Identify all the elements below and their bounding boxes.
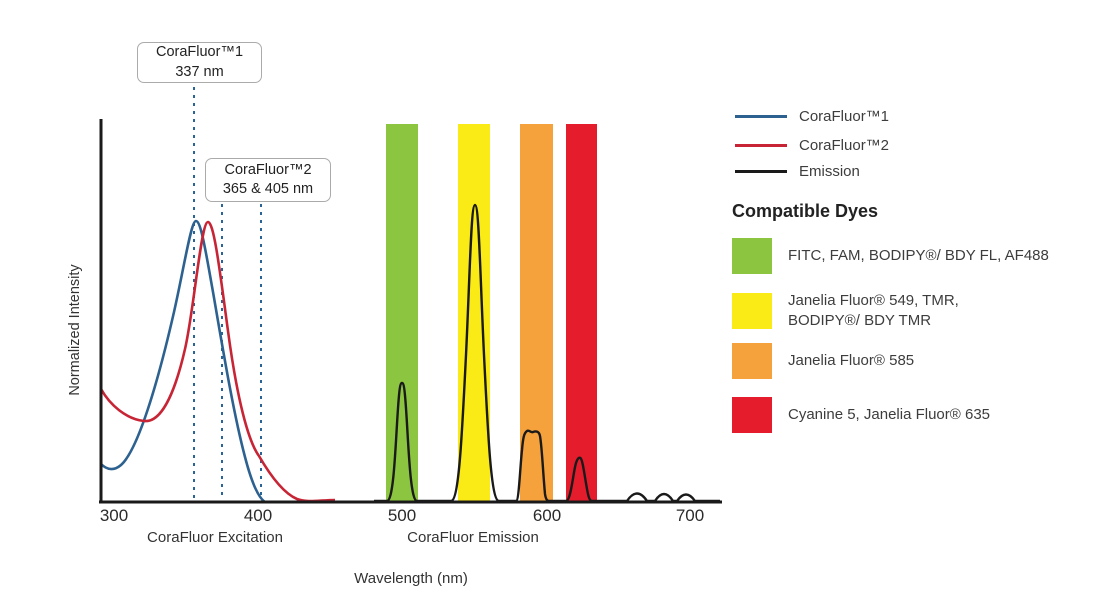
- dye-label-yellow: Janelia Fluor® 549, TMR, BODIPY®/ BDY TM…: [788, 292, 959, 329]
- dye-row-orange: Janelia Fluor® 585: [732, 343, 1108, 379]
- legend-item-corafluor1: CoraFluor™1: [735, 108, 889, 125]
- filter-band-green: [386, 124, 418, 501]
- y-axis-label: Normalized Intensity: [67, 264, 83, 396]
- corafluor1-line-swatch: [735, 115, 787, 118]
- callout-corafluor1: CoraFluor™1 337 nm: [137, 42, 262, 83]
- dye-row-green: FITC, FAM, BODIPY®/ BDY FL, AF488: [732, 238, 1108, 274]
- corafluor2-excitation-curve: [99, 220, 336, 503]
- x-tick-600: 600: [532, 506, 562, 525]
- emission-curve: [374, 203, 720, 503]
- filter-band-orange: [520, 124, 553, 501]
- x-axis-label: Wavelength (nm): [354, 570, 468, 587]
- x-tick-500: 500: [387, 506, 417, 525]
- x-tick-400: 400: [243, 506, 273, 525]
- corafluor2-line-swatch: [735, 144, 787, 147]
- legend-label-corafluor2: CoraFluor™2: [799, 137, 890, 154]
- dye-label-red: Cyanine 5, Janelia Fluor® 635: [788, 406, 991, 424]
- dye-row-red: Cyanine 5, Janelia Fluor® 635: [732, 397, 1108, 433]
- x-tick-300: 300: [99, 506, 129, 525]
- emission-line-swatch: [735, 170, 787, 173]
- callout-corafluor2-wavelength: 365 & 405 nm: [222, 181, 314, 197]
- dye-row-yellow: Janelia Fluor® 549, TMR, BODIPY®/ BDY TM…: [732, 291, 1108, 330]
- legend-label-corafluor1: CoraFluor™1: [799, 108, 890, 125]
- callout-corafluor1-wavelength: 337 nm: [175, 63, 224, 80]
- excitation-caption: CoraFluor Excitation: [147, 529, 283, 546]
- emission-caption: CoraFluor Emission: [407, 529, 539, 546]
- orange-filter-swatch: [732, 343, 772, 379]
- corafluor1-excitation-curve: [100, 219, 266, 504]
- legend-item-emission: Emission: [735, 163, 860, 180]
- callout-corafluor2-title: CoraFluor™2: [224, 161, 312, 178]
- red-filter-swatch: [732, 397, 772, 433]
- compatible-dyes-heading: Compatible Dyes: [732, 201, 879, 221]
- filter-band-yellow: [458, 124, 490, 501]
- filter-band-red: [566, 124, 597, 501]
- callout-corafluor2: CoraFluor™2 365 & 405 nm: [205, 158, 331, 202]
- yellow-filter-swatch: [732, 292, 772, 329]
- dye-label-orange: Janelia Fluor® 585: [788, 352, 915, 370]
- dye-label-green: FITC, FAM, BODIPY®/ BDY FL, AF488: [788, 247, 1049, 265]
- x-tick-700: 700: [675, 506, 705, 525]
- callout-corafluor1-title: CoraFluor™1: [155, 44, 244, 61]
- legend-label-emission: Emission: [799, 163, 860, 180]
- green-filter-swatch: [732, 238, 772, 274]
- legend-item-corafluor2: CoraFluor™2: [735, 137, 889, 154]
